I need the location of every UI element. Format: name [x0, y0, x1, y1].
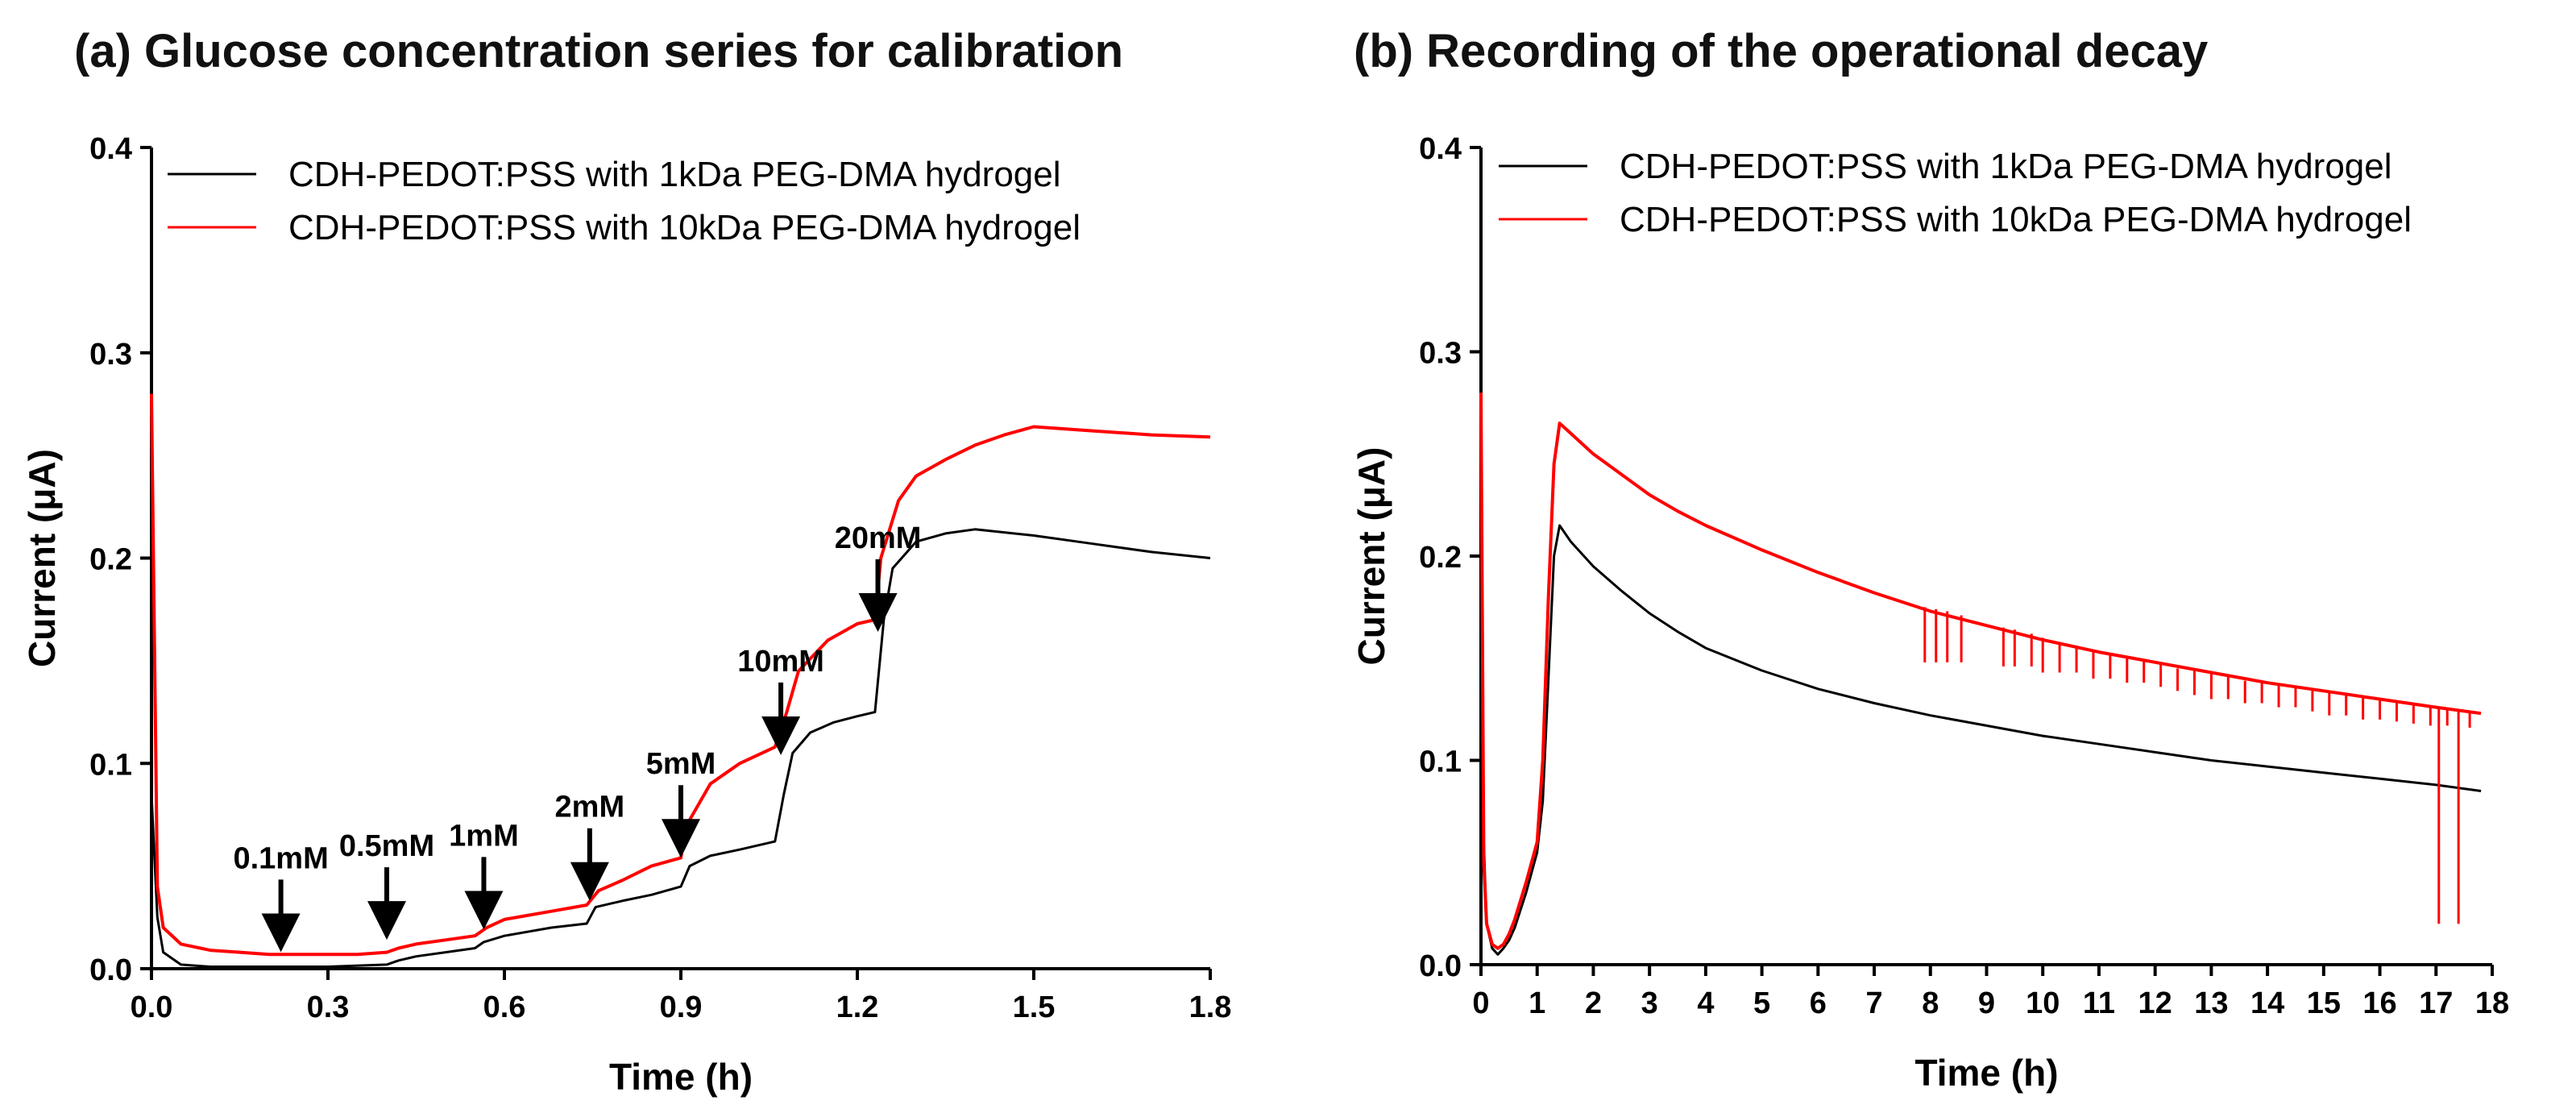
annotation-label: 20mM: [835, 521, 922, 555]
y-axis-label: Current (μA): [1350, 447, 1392, 666]
legend-entry: CDH-PEDOT:PSS with 10kDa PEG-DMA hydroge…: [1620, 200, 2412, 239]
x-tick-label: 4: [1697, 986, 1714, 1020]
legend-entry: CDH-PEDOT:PSS with 1kDa PEG-DMA hydrogel: [288, 155, 1061, 194]
panel-b-title: (b) Recording of the operational decay: [1354, 25, 2209, 77]
y-tick-label: 0.0: [1419, 949, 1462, 983]
annotation-label: 2mM: [555, 791, 625, 824]
annotation-label: 10mM: [737, 645, 824, 679]
y-tick-label: 0.3: [89, 338, 132, 372]
x-tick-label: 0.0: [131, 990, 173, 1024]
panel-b: 0.00.10.20.30.40 1 2 3 4 5 6 7 8 9 10 11 12 13 14 15 16 1…: [1350, 132, 2509, 1094]
x-tick-label: 1.5: [1013, 990, 1056, 1024]
y-tick-label: 0.4: [1419, 132, 1462, 166]
x-tick-label: 10: [2026, 986, 2060, 1020]
y-tick-label: 0.2: [89, 543, 132, 577]
panel-a-title: (a) Glucose concentration series for cal…: [74, 25, 1124, 77]
x-tick-label: 18: [2475, 986, 2509, 1020]
x-tick-label: 0: [1472, 986, 1489, 1020]
annotation-label: 0.1mM: [233, 841, 328, 875]
x-tick-label: 16: [2362, 986, 2396, 1020]
annotation-label: 5mM: [646, 747, 716, 781]
y-tick-label: 0.1: [1419, 745, 1462, 779]
x-tick-label: 6: [1810, 986, 1827, 1020]
x-tick-label: 17: [2419, 986, 2453, 1020]
x-tick-label: 14: [2250, 986, 2284, 1020]
legend-entry: CDH-PEDOT:PSS with 1kDa PEG-DMA hydrogel: [1620, 147, 2392, 186]
legend-entry: CDH-PEDOT:PSS with 10kDa PEG-DMA hydroge…: [288, 208, 1081, 247]
x-tick-label: 7: [1865, 986, 1882, 1020]
y-tick-label: 0.2: [1419, 541, 1462, 575]
x-tick-label: 0.9: [660, 990, 703, 1024]
x-tick-label: 1.2: [836, 990, 879, 1024]
panel-a: 0.0 0.1 0.2 0.3 0.4 0.0 0.3 0.6 0.9 1.2 1.5 1.8 Time…: [21, 132, 1231, 1098]
series-line-1kda: [1479, 454, 2482, 956]
x-tick-label: 13: [2194, 986, 2228, 1020]
x-tick-label: 5: [1753, 986, 1770, 1020]
x-tick-label: 1.8: [1189, 990, 1232, 1024]
x-tick-label: 3: [1641, 986, 1658, 1020]
x-axis-label: Time (h): [1914, 1052, 2058, 1094]
x-tick-label: 15: [2307, 986, 2341, 1020]
x-tick-label: 0.3: [307, 990, 350, 1024]
series-line-10kda: [150, 393, 1211, 957]
y-tick-label: 0.0: [89, 953, 132, 987]
x-axis-label: Time (h): [609, 1056, 753, 1098]
x-tick-label: 1: [1529, 986, 1545, 1020]
x-tick-label: 2: [1585, 986, 1602, 1020]
annotation-label: 0.5mM: [339, 829, 434, 863]
y-tick-label: 0.4: [89, 132, 132, 166]
x-tick-label: 12: [2138, 986, 2172, 1020]
y-tick-label: 0.3: [1419, 337, 1462, 371]
x-tick-label: 8: [1922, 986, 1939, 1020]
y-tick-label: 0.1: [89, 748, 132, 782]
x-tick-label: 9: [1978, 986, 1995, 1020]
annotation-label: 1mM: [449, 819, 519, 853]
x-tick-label: 0.6: [483, 990, 526, 1024]
series-line-10kda: [1479, 392, 2482, 950]
y-axis-label: Current (μA): [21, 449, 63, 667]
series-line-1kda: [150, 528, 1211, 968]
x-tick-label: 11: [2083, 986, 2115, 1020]
